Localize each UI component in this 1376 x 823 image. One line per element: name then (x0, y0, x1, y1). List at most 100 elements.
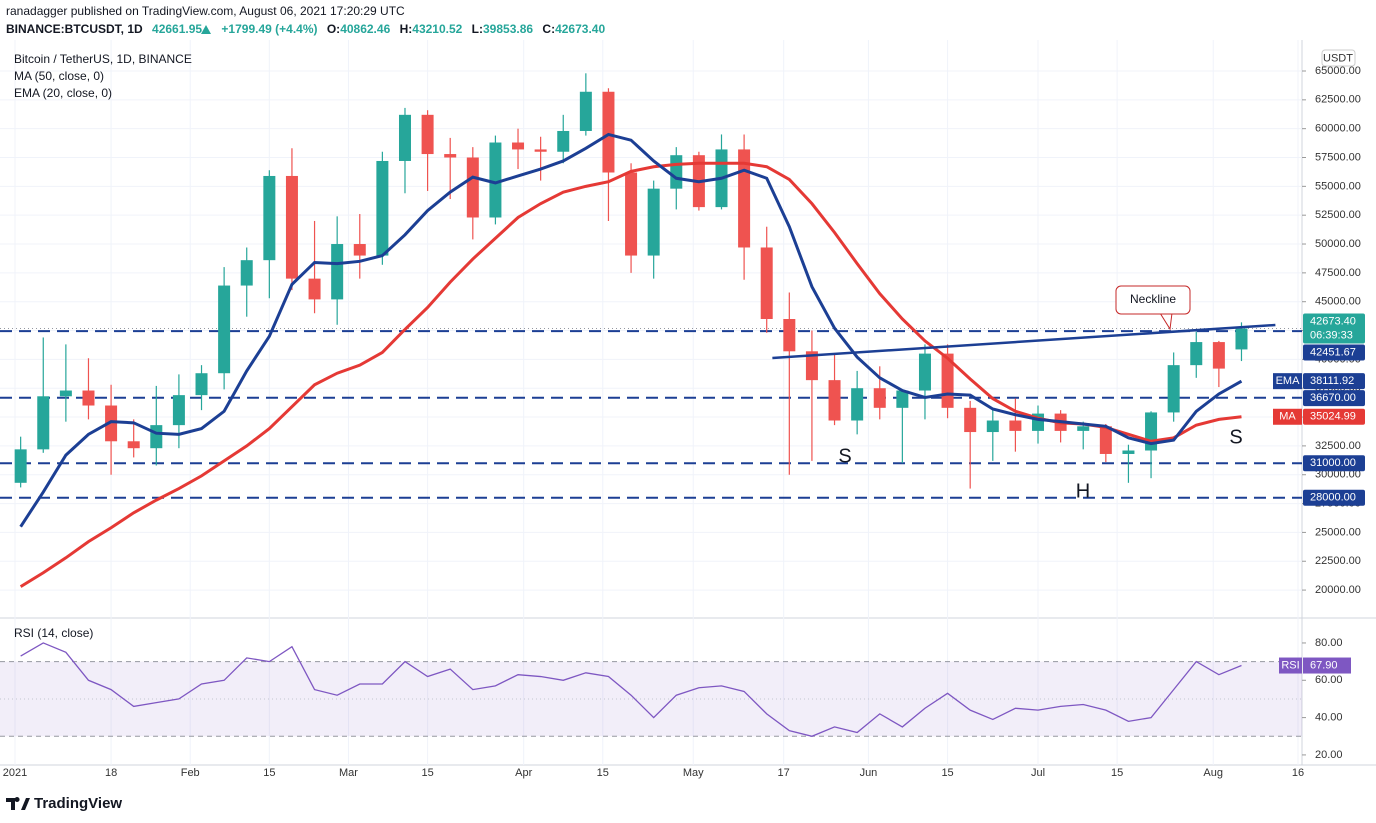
indicator-label: 38111.92 (1310, 375, 1354, 387)
candle-body (783, 319, 796, 352)
pattern-label: S (838, 445, 851, 467)
x-tick-label: Jun (860, 767, 878, 779)
y-tick-label: 62500.00 (1315, 94, 1361, 106)
candle-body (331, 244, 344, 300)
x-tick-label: 2021 (3, 767, 27, 779)
currency-box (1321, 49, 1356, 67)
x-tick-label: 15 (597, 767, 609, 779)
candle-body (195, 373, 208, 396)
ohlc-value: 42673.40 (555, 22, 605, 36)
candle-body (1190, 342, 1203, 366)
last-price-label: 06:39:33 (1310, 329, 1353, 341)
plot-layer: 2021 18 Feb 15 Mar 15 Apr 15 May 17 Jun 15 Jul 15 Aug 1… (0, 40, 1376, 779)
y-tick-label: 32500.00 (1315, 440, 1361, 452)
ohlc-value: 43210.52 (412, 22, 462, 36)
x-tick-label: Mar (339, 767, 358, 779)
candle-body (557, 130, 570, 152)
x-tick-label: Apr (515, 767, 532, 779)
x-tick-label: 18 (105, 767, 117, 779)
candle-body (805, 351, 818, 381)
candle-body (421, 114, 434, 155)
x-tick-label: Aug (1203, 767, 1223, 779)
candle-body (512, 142, 525, 150)
candle-body (534, 149, 547, 152)
candle-body (579, 91, 592, 131)
y-tick-label: 20000.00 (1315, 584, 1361, 596)
chart-title: Bitcoin / TetherUS, 1D, BINANCE (14, 52, 192, 66)
symbol-line: BINANCE:BTCUSDT, 1D 42661.95 +1799.49 (+… (6, 22, 605, 36)
y-tick-label: 47500.00 (1315, 267, 1361, 279)
candle-body (353, 244, 366, 256)
candle-body (398, 114, 411, 161)
candle-body (127, 441, 140, 449)
candle-body (466, 157, 479, 218)
candle-body (1009, 420, 1022, 431)
x-tick-label: 16 (1292, 767, 1304, 779)
brand: TradingView (34, 795, 122, 812)
neckline (772, 323, 1276, 360)
candle-body (14, 449, 27, 483)
ohlc-key: H: (400, 22, 413, 36)
indicator-tag (1273, 373, 1302, 390)
candle-body (376, 160, 389, 256)
ohlc-value: 39853.86 (483, 22, 533, 36)
x-tick-label: 15 (421, 767, 433, 779)
y-tick-label: 80.00 (1315, 637, 1343, 649)
legend-entry: MA (50, close, 0) (14, 69, 104, 83)
ohlc-key: C: (542, 22, 555, 36)
indicator-label: 35024.99 (1310, 411, 1356, 423)
candle-body (1235, 328, 1248, 350)
candle-body (1077, 426, 1090, 431)
indicator-tag (1273, 408, 1302, 425)
pattern-label: S (1229, 426, 1242, 448)
y-tick-label: 57500.00 (1315, 151, 1361, 163)
candle-body (670, 155, 683, 189)
y-tick-label: 60.00 (1315, 674, 1343, 686)
indicator-tag-text: EMA (1276, 375, 1301, 387)
candle-body (1212, 342, 1225, 369)
ohlc-key: O: (327, 22, 340, 36)
candle-body (873, 388, 886, 408)
x-tick-label: 15 (941, 767, 953, 779)
callout-box (1115, 285, 1191, 315)
candle-body (82, 390, 95, 406)
candle-body (851, 388, 864, 421)
ohlc-value: 40862.46 (340, 22, 390, 36)
rsi-band (0, 661, 1302, 737)
candle-body (285, 175, 298, 279)
candle-body (218, 285, 231, 374)
candle-body (172, 395, 185, 426)
last-price-label-box (1303, 313, 1365, 344)
author-line: ranadagger published on TradingView.com,… (6, 4, 405, 18)
level-label: 36670.00 (1310, 392, 1356, 404)
symbol: BINANCE:BTCUSDT, 1D (6, 22, 143, 36)
y-tick-label: 50000.00 (1315, 238, 1361, 250)
level-label-box (1303, 390, 1365, 407)
rsi-line (20, 642, 1242, 737)
level-label-box (1303, 489, 1365, 506)
rsi-title: RSI (14, close) (14, 626, 93, 640)
candle-body (1099, 426, 1112, 454)
indicator-line (19, 132, 1243, 528)
ohlc-key: L: (472, 22, 483, 36)
candle-body (150, 425, 163, 449)
candle-body (986, 420, 999, 433)
rsi-value-box (1303, 657, 1351, 674)
level-label: 42451.67 (1310, 346, 1356, 358)
y-tick-label: 60000.00 (1315, 123, 1361, 135)
level-label-box (1303, 455, 1365, 472)
indicator-label-box (1303, 408, 1365, 425)
callout-label: Neckline (1130, 292, 1176, 306)
x-tick-label: Jul (1031, 767, 1045, 779)
y-tick-label: 25000.00 (1315, 526, 1361, 538)
candle-body (263, 175, 276, 261)
candle-body (828, 380, 841, 421)
candle-body (602, 91, 615, 173)
candle-body (444, 154, 457, 158)
last-price-label: 42673.40 (1310, 315, 1356, 327)
y-tick-label: 65000.00 (1315, 65, 1361, 77)
x-tick-label: 15 (263, 767, 275, 779)
indicator-label-box (1303, 373, 1365, 390)
